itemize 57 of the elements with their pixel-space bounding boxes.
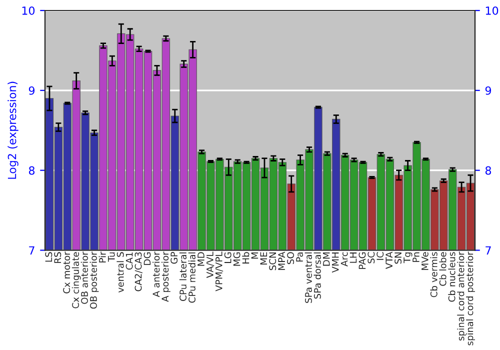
y-tick-label: 8 [28,166,35,175]
x-tick-label: OB posterior [90,252,99,309]
x-tick-label: VPM/VPL [216,252,224,292]
x-tick-label: PAG [358,252,366,269]
x-tick-label: VA/VL [206,252,214,278]
y-axis-title: Log2 (expression) [8,82,18,179]
x-tick-label: LH [350,252,357,263]
x-tick-label: spinal cord posterior [466,252,475,346]
x-tick-label: spinal cord anterior [457,252,466,341]
x-tick-label: Hb [242,252,250,264]
y2-tick-label: 7 [486,246,491,254]
y-tick-label: 7 [29,246,34,254]
x-tick-label: LS [45,252,52,262]
x-tick-label: SPa dorsal [314,252,321,299]
x-tick-label: SC [368,252,375,264]
x-tick-label: ventral S [116,252,124,292]
x-tick-label: RS [54,252,62,263]
x-tick-label: Pir [98,252,106,262]
x-tick-label: SCN [269,252,276,270]
x-tick-label: Arc [340,252,348,266]
x-tick-label: VMH [332,252,339,273]
x-tick-label: Pa [296,252,303,262]
y-tick-label: 9 [28,86,34,95]
x-tick-label: VTA [386,252,392,269]
x-tick-label: LG [224,252,232,263]
x-tick-label: SPa ventral [304,252,312,303]
x-tick-label: MG [233,252,240,266]
x-tick-label: Tg [404,252,412,264]
x-tick-label: Cb nucleus [448,252,456,302]
x-tick-label: Cb lobe [439,252,446,286]
x-tick-label: CA2/CA3 [134,252,142,292]
x-tick-label: CPu medial [188,252,196,303]
x-tick-label: ME [260,252,268,264]
y-tick-label: 10 [22,6,35,15]
x-tick-label: MPA [278,252,285,270]
x-tick-label: GP [170,252,178,264]
x-tick-label: DG [144,252,151,265]
x-tick-label: MD [198,252,204,266]
x-tick-label: Cx cingulate [72,252,81,308]
x-tick-label: SO [287,252,294,264]
x-tick-label: Cx motor [63,252,70,294]
x-tick-label: CA1 [126,252,133,270]
x-tick-label: Cb vermis [430,252,438,298]
x-tick-label: MVe [422,252,428,270]
x-tick-label: A anterior [152,252,160,298]
y2-tick-label: 9 [485,86,492,95]
x-tick-label: OB anterior [80,252,88,304]
x-tick-label: Pn [412,252,420,262]
x-tick-label: DM [323,252,330,266]
x-tick-label: CPu lateral [179,252,187,301]
y2-tick-label: 10 [486,6,498,15]
x-tick-label: IC [376,252,384,260]
x-tick-label: M [251,252,258,259]
x-tick-label: SN [394,252,402,264]
y2-tick-label: 8 [485,166,492,175]
x-tick-label: A posterior [162,252,170,302]
x-tick-label: Tu [108,252,115,262]
